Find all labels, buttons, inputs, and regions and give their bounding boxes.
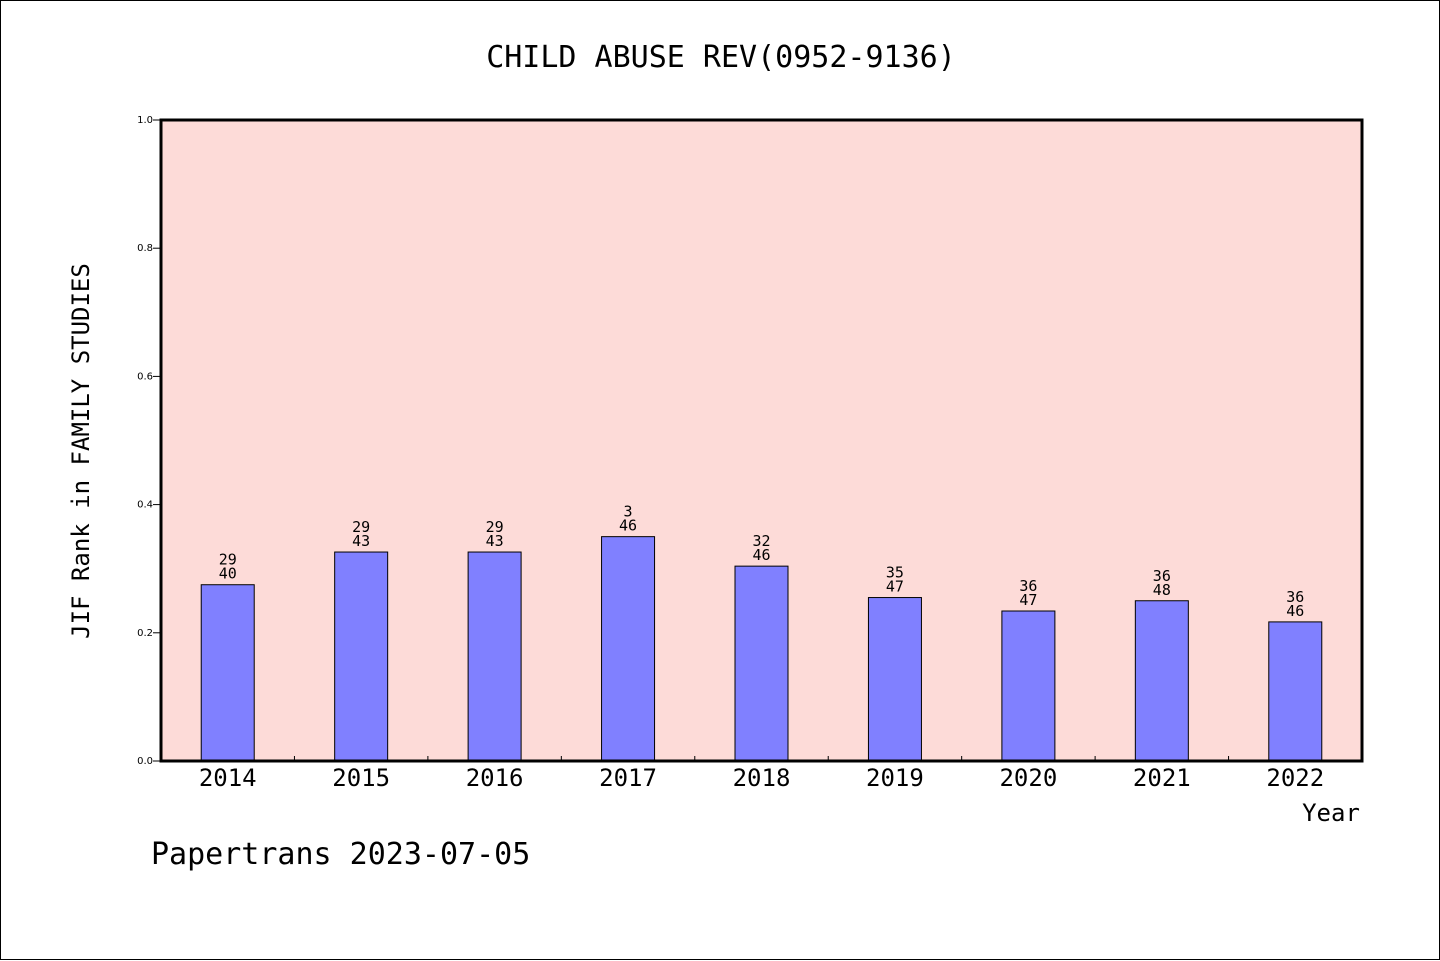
y-tick-label: 0.8: [137, 243, 153, 254]
x-tick-label: 2015: [332, 764, 390, 792]
bar-rank-label: 36: [1019, 577, 1037, 595]
bar-rank-label: 29: [486, 518, 504, 536]
bar-2020: [1001, 610, 1056, 762]
bar-total-label: 40: [219, 565, 237, 583]
bar-2021: [1134, 600, 1189, 762]
bar-2018: [734, 565, 789, 762]
bar-rank-label: 35: [886, 564, 904, 582]
bar-rank-label: 36: [1153, 567, 1171, 585]
x-tick-label: 2016: [466, 764, 524, 792]
bar-total-label: 46: [1286, 602, 1304, 620]
x-tick-label: 2019: [866, 764, 924, 792]
y-tick-label: 0.0: [137, 756, 153, 767]
bar-2017: [601, 536, 656, 762]
bar-total-label: 46: [752, 546, 770, 564]
plot-border: [159, 118, 1364, 763]
bar-total-label: 43: [352, 532, 370, 550]
bar-total-label: 47: [886, 578, 904, 596]
bar-2016: [467, 551, 522, 762]
x-tick-label: 2021: [1133, 764, 1191, 792]
bar-total-label: 47: [1019, 591, 1037, 609]
bar-rank-label: 36: [1286, 588, 1304, 606]
bar-2015: [334, 551, 389, 762]
y-tick-label: 1.0: [137, 115, 153, 126]
bar-total-label: 46: [619, 517, 637, 535]
bar-total-label: 43: [486, 532, 504, 550]
bar-2014: [200, 584, 255, 762]
footer-text: Papertrans 2023-07-05: [151, 837, 530, 872]
y-tick-label: 0.4: [137, 500, 153, 511]
x-axis-label: Year: [1302, 799, 1360, 827]
y-axis-label: JIF Rank in FAMILY STUDIES: [67, 263, 95, 639]
x-tick-label: 2017: [599, 764, 657, 792]
bar-rank-label: 29: [352, 518, 370, 536]
bar-2022: [1268, 621, 1323, 762]
y-tick-label: 0.6: [137, 371, 153, 382]
bar-rank-label: 3: [624, 503, 633, 521]
bar-rank-label: 29: [219, 551, 237, 569]
bar-total-label: 48: [1153, 581, 1171, 599]
bar-2019: [867, 597, 922, 762]
chart-title: CHILD ABUSE REV(0952-9136): [486, 40, 956, 75]
x-tick-label: 2018: [733, 764, 791, 792]
x-tick-label: 2022: [1266, 764, 1324, 792]
y-tick-label: 0.2: [137, 628, 153, 639]
bar-rank-label: 32: [752, 532, 770, 550]
x-tick-label: 2020: [999, 764, 1057, 792]
x-tick-label: 2014: [199, 764, 257, 792]
